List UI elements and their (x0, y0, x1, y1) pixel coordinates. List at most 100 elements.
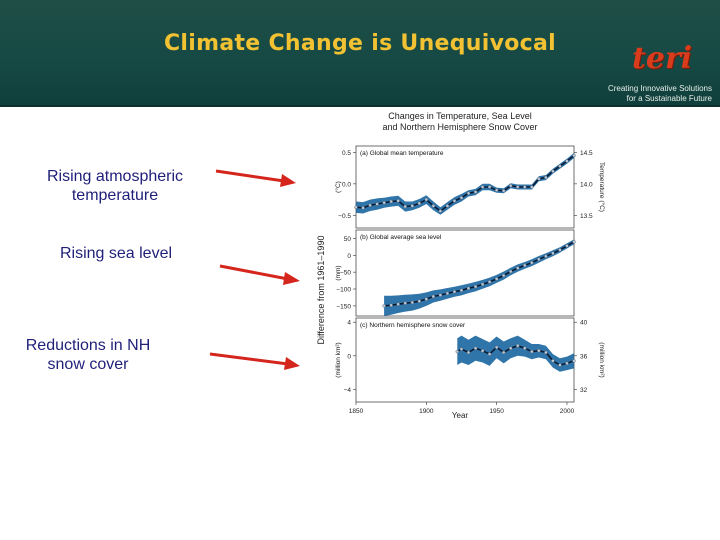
data-point (558, 248, 562, 252)
data-point (523, 263, 527, 268)
data-point (452, 290, 457, 294)
x-tick-label: 2000 (560, 408, 575, 415)
data-point (551, 251, 555, 255)
data-point (558, 164, 562, 168)
x-tick-label: 1900 (419, 408, 434, 415)
data-point (473, 284, 478, 289)
data-point (572, 153, 576, 158)
data-point (417, 201, 421, 206)
data-point (530, 185, 534, 189)
data-point (459, 288, 464, 293)
data-point (445, 204, 450, 208)
data-point (565, 361, 569, 366)
data-point (523, 185, 527, 189)
label-snow-cover: Reductions in NH snow cover (25, 337, 151, 373)
data-point (516, 266, 520, 270)
header-bar: Climate Change is Unequivocal teri Creat… (0, 0, 720, 107)
arrow-right-icon (219, 264, 300, 285)
shared-y-axis-label: Difference from 1961–1990 (316, 236, 326, 345)
data-point (537, 349, 541, 353)
slide-title: Climate Change is Unequivocal (163, 31, 556, 56)
data-point (438, 209, 443, 213)
x-tick-label: 1950 (489, 408, 504, 415)
data-point (509, 269, 513, 274)
y-tick-label: −4 (344, 387, 352, 394)
data-point (544, 254, 548, 259)
data-point (431, 204, 436, 208)
data-point (523, 346, 527, 350)
panel-frame (355, 145, 575, 229)
data-point (466, 191, 471, 196)
right-tick-label: 14.0 (580, 181, 593, 188)
data-point (473, 190, 478, 194)
data-point (445, 291, 450, 296)
data-point (459, 196, 464, 200)
chart-title-line2: and Northern Hemisphere Snow Cover (382, 122, 537, 132)
data-point (509, 184, 513, 188)
data-point (396, 199, 400, 203)
data-point (403, 204, 407, 209)
data-point (544, 350, 548, 355)
data-point (382, 304, 386, 308)
data-point (551, 169, 555, 173)
data-point (558, 363, 562, 367)
data-point (494, 188, 499, 192)
y-tick-label: 4 (347, 320, 351, 327)
climate-chart-svg: Changes in Temperature, Sea Level and No… (316, 111, 606, 420)
data-point (417, 299, 421, 303)
data-point (487, 280, 492, 284)
data-point (565, 159, 569, 163)
data-point (530, 261, 534, 265)
panel-label: (b) Global average sea level (360, 234, 442, 241)
teri-logo: teri Creating Innovative Solutions for a… (604, 42, 716, 104)
right-tick-label: 32 (580, 387, 588, 394)
data-point (487, 185, 492, 189)
arrow-right-icon (215, 169, 296, 187)
panel-right-axis-label: (million km²) (598, 342, 605, 377)
data-point (537, 257, 541, 262)
panel-label: (c) Northern hemisphere snow cover (360, 322, 466, 329)
y-tick-label: −50 (340, 270, 351, 277)
data-point (501, 273, 506, 278)
data-point (466, 286, 471, 291)
y-tick-label: 0.5 (342, 150, 351, 157)
data-point (487, 352, 492, 356)
data-point (551, 359, 555, 363)
data-point (572, 359, 576, 363)
y-tick-label: −0.5 (338, 213, 351, 220)
data-point (565, 244, 569, 248)
data-point (424, 297, 429, 301)
data-point (473, 346, 478, 350)
right-tick-label: 40 (580, 320, 588, 327)
panel-y-axis-label: (million km²) (335, 342, 342, 377)
data-point (480, 349, 485, 353)
data-point (389, 303, 393, 307)
y-tick-label: 0.0 (342, 181, 351, 188)
panel-label: (a) Global mean temperature (360, 150, 444, 157)
arrow-right-icon (209, 352, 300, 370)
uncertainty-band (457, 335, 574, 372)
x-axis-label: Year (452, 411, 469, 420)
data-point (410, 204, 414, 208)
data-point (354, 205, 358, 209)
right-tick-label: 36 (580, 353, 588, 360)
data-point (375, 202, 379, 206)
data-point (480, 185, 485, 189)
data-point (544, 175, 548, 180)
y-tick-label: −150 (336, 303, 351, 310)
data-point (501, 189, 506, 193)
data-point (572, 240, 576, 244)
y-tick-label: −100 (336, 287, 351, 294)
y-tick-label: 0 (347, 253, 351, 260)
data-point (537, 177, 541, 181)
y-tick-label: 50 (344, 236, 352, 243)
data-point (431, 294, 436, 299)
data-point (516, 185, 520, 189)
chart-title-line1: Changes in Temperature, Sea Level (388, 111, 531, 121)
data-point (396, 302, 400, 306)
logo-tagline-line1: Creating Innovative Solutions (607, 84, 712, 93)
panel-y-axis-label: (°C) (334, 181, 342, 193)
right-tick-label: 14.5 (580, 150, 593, 157)
data-point (452, 199, 457, 203)
data-point (494, 345, 499, 350)
